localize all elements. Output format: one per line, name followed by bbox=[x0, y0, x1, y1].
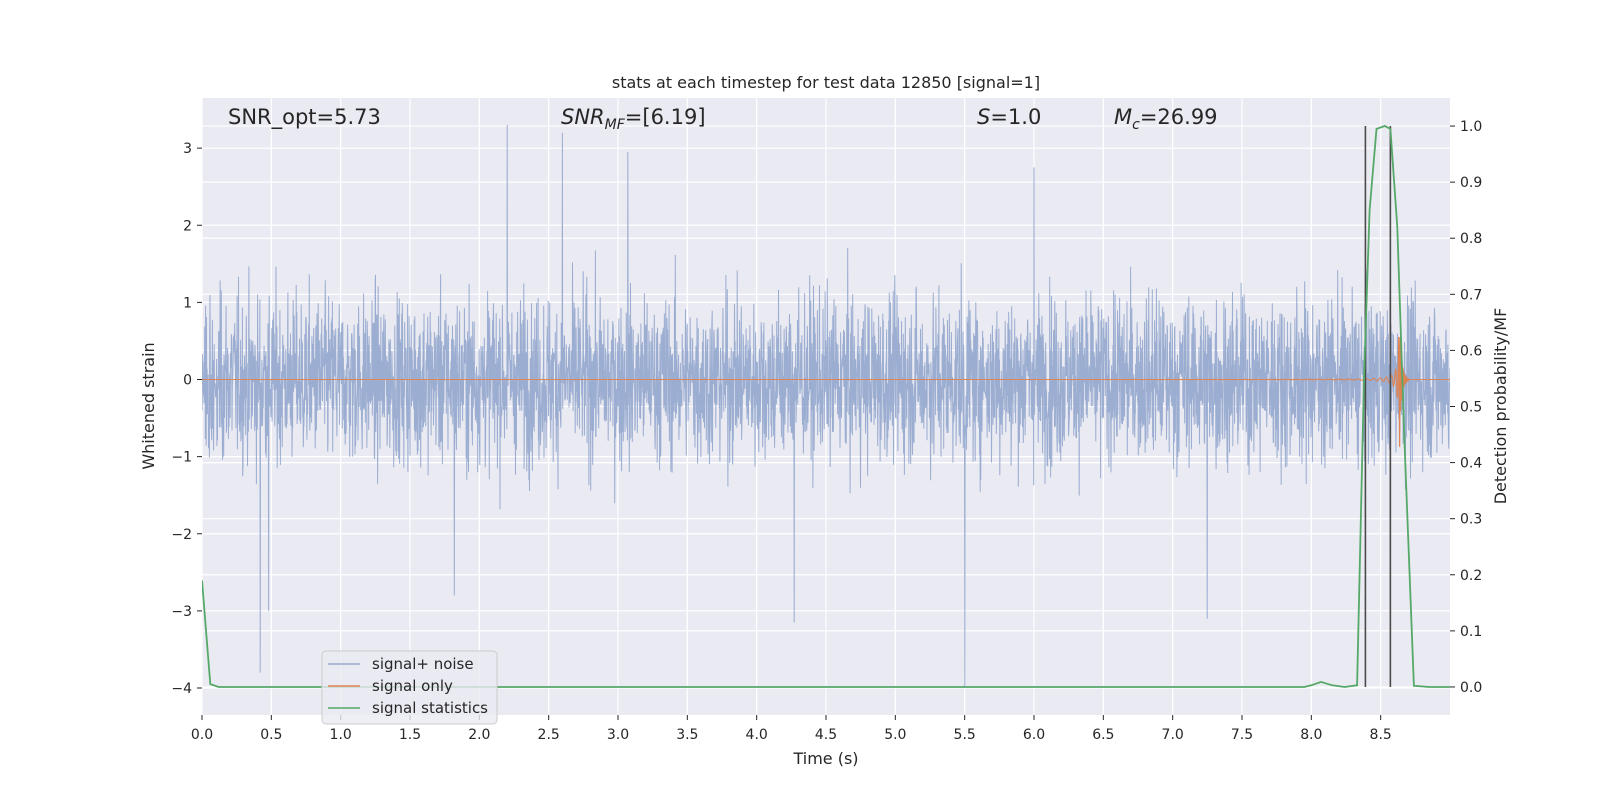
y-tick-label-right: 0.3 bbox=[1460, 512, 1482, 528]
x-tick-label: 7.0 bbox=[1162, 727, 1184, 743]
y-tick-label-left: −2 bbox=[171, 527, 192, 543]
s-annotation: S=1.0 bbox=[977, 105, 1041, 129]
y-tick-label-right: 0.1 bbox=[1460, 624, 1482, 640]
x-tick-label: 7.5 bbox=[1231, 727, 1253, 743]
x-tick-label: 3.0 bbox=[607, 727, 629, 743]
axis-ticks: 0.0 0.5 1.0 1.5 2.0 2.5 3.0 3.5 4.0 4.5 5.0 5.5 6.0 6… bbox=[171, 119, 1482, 743]
x-axis-label: Time (s) bbox=[792, 749, 858, 768]
mc-subscript: c bbox=[1132, 117, 1140, 133]
y-tick-label-left: 0 bbox=[183, 373, 192, 389]
snr-opt-annotation: SNR_opt=5.73 bbox=[228, 105, 381, 130]
signal-only-series bbox=[202, 336, 1450, 448]
x-tick-label: 3.5 bbox=[676, 727, 698, 743]
y-tick-label-right: 0.9 bbox=[1460, 175, 1482, 191]
y-axis-label-left: Whitened strain bbox=[139, 342, 158, 469]
snr-mf-subscript: MF bbox=[605, 117, 626, 133]
detection-vlines bbox=[1364, 126, 1392, 687]
x-tick-label: 1.0 bbox=[330, 727, 352, 743]
y-tick-label-right: 0.0 bbox=[1460, 680, 1482, 696]
y-tick-label-left: −4 bbox=[171, 681, 192, 697]
y-tick-label-left: 1 bbox=[183, 295, 192, 311]
legend-label-signal-only: signal only bbox=[372, 677, 453, 695]
signal-plus-noise-line bbox=[202, 124, 1450, 689]
y-tick-label-left: −3 bbox=[171, 604, 192, 620]
y-tick-label-right: 0.7 bbox=[1460, 287, 1482, 303]
legend-label-signal-statistics: signal statistics bbox=[372, 699, 488, 717]
s-symbol: S bbox=[977, 105, 990, 129]
y-tick-label-right: 0.6 bbox=[1460, 343, 1482, 359]
y-tick-label-left: 2 bbox=[183, 218, 192, 234]
signal-only-line bbox=[202, 336, 1450, 448]
legend-box bbox=[321, 650, 498, 725]
legend-label-signal-plus-noise: signal+ noise bbox=[372, 655, 474, 673]
x-tick-label: 2.5 bbox=[538, 727, 560, 743]
snr-mf-value: =[6.19] bbox=[625, 105, 706, 129]
x-tick-label: 6.5 bbox=[1092, 727, 1114, 743]
grid-lines bbox=[201, 98, 1450, 715]
y-tick-label-right: 1.0 bbox=[1460, 119, 1482, 135]
x-tick-label: 5.0 bbox=[884, 727, 906, 743]
legend: signal+ noise signal only signal statist… bbox=[321, 650, 498, 725]
y-tick-label-left: 3 bbox=[183, 141, 192, 157]
chart-title: stats at each timestep for test data 128… bbox=[612, 73, 1040, 92]
snr-mf-annotation: SNRMF=[6.19] bbox=[561, 105, 706, 133]
x-tick-label: 6.0 bbox=[1023, 727, 1045, 743]
x-tick-label: 0.5 bbox=[260, 727, 282, 743]
x-tick-label: 4.5 bbox=[815, 727, 837, 743]
x-tick-label: 8.5 bbox=[1370, 727, 1392, 743]
mc-annotation: Mc=26.99 bbox=[1114, 105, 1218, 133]
x-tick-label: 2.0 bbox=[468, 727, 490, 743]
signal-plus-noise-series bbox=[202, 124, 1450, 689]
y-tick-label-right: 0.2 bbox=[1460, 568, 1482, 584]
x-tick-label: 4.0 bbox=[746, 727, 768, 743]
snr-mf-base: SNR bbox=[561, 105, 605, 129]
y-tick-label-left: −1 bbox=[171, 450, 192, 466]
x-tick-label: 0.0 bbox=[191, 727, 213, 743]
y-tick-label-right: 0.8 bbox=[1460, 231, 1482, 247]
mc-value: =26.99 bbox=[1140, 105, 1218, 129]
x-tick-label: 8.0 bbox=[1300, 727, 1322, 743]
y-axis-label-right: Detection probability/MF bbox=[1491, 308, 1510, 505]
y-tick-label-right: 0.4 bbox=[1460, 456, 1482, 472]
mc-base: M bbox=[1114, 105, 1132, 129]
s-value: =1.0 bbox=[990, 105, 1041, 129]
x-tick-label: 1.5 bbox=[399, 727, 421, 743]
x-tick-label: 5.5 bbox=[954, 727, 976, 743]
y-tick-label-right: 0.5 bbox=[1460, 400, 1482, 416]
